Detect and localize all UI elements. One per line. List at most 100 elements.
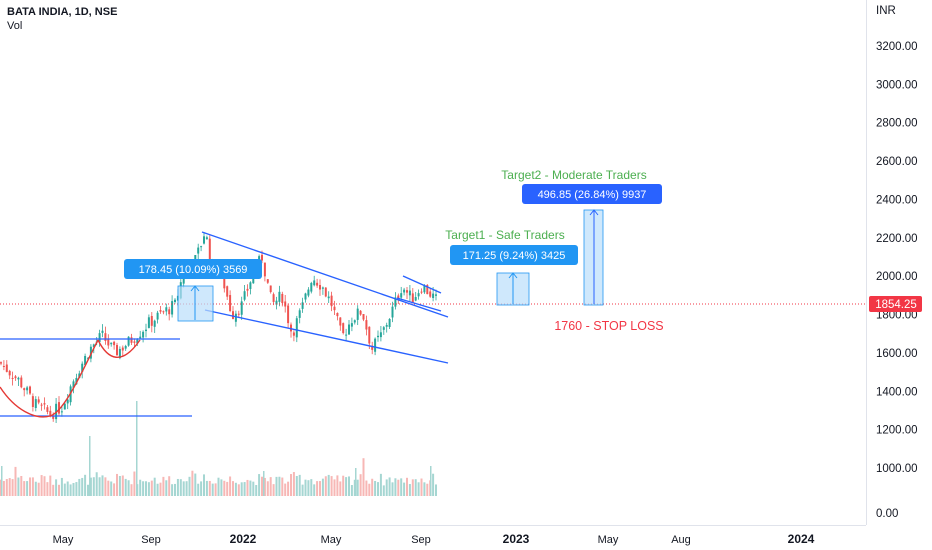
volume-bar [95,472,98,496]
time-axis-label: Aug [671,534,691,546]
candle-body [20,377,23,388]
candle-body [174,299,176,303]
candle-body [388,319,391,327]
candle-body [408,290,411,296]
symbol-title[interactable]: BATA INDIA, 1D, NSE [7,6,118,18]
candle-body [249,282,252,289]
wedge-lower-trendline[interactable] [204,309,449,364]
candle-body [104,333,107,341]
candle-body [34,399,37,408]
price-axis-labels: 3200.00 3000.00 2800.00 2600.00 2400.00 2200.… [876,41,918,520]
volume-bar [290,474,292,496]
candle-body [60,411,63,413]
volume-bar [40,475,43,496]
volume-bar [130,484,133,496]
volume-bar [365,480,368,496]
candle-body [237,313,240,315]
volume-bar [423,482,426,496]
candle-body [165,307,168,312]
candle-body [2,366,5,368]
flag-lower-trendline[interactable] [396,297,442,312]
candle-body [168,309,171,315]
volume-bar [124,478,127,496]
candle-body [423,285,426,293]
volume-bar [188,476,191,496]
time-axis-label: May [321,534,342,546]
volume-bar [179,479,182,496]
volume-bar [168,476,171,496]
candle-body [385,325,388,327]
candle-body [26,387,29,391]
volume-bar [287,481,290,496]
volume-bar [377,482,379,496]
cup-pattern-curve[interactable] [0,339,99,418]
candle-body [116,344,118,356]
candle-body [243,291,246,300]
candle-body [92,344,95,348]
candle-body [353,320,356,323]
volume-bar [191,470,194,496]
measure1-arrowhead [190,285,200,292]
volume-bar [400,478,403,496]
volume-bar [171,484,174,496]
volume-bar [217,477,220,496]
volume-bar [133,471,136,496]
volume-bar [430,466,432,496]
candle-body [147,317,150,328]
volume-bar [194,473,197,496]
volume-bar [435,484,437,496]
volume-bar [49,475,52,496]
volume-bar [324,476,327,496]
candle-body [52,416,55,419]
price-axis-label: 2000.00 [876,271,918,283]
volume-bar [394,478,397,496]
candle-body [205,237,208,240]
volume-bar [72,482,75,496]
volume-bar [295,476,298,496]
volume-bar [359,474,362,496]
candle-body [203,236,205,244]
volume-bar [313,484,316,496]
candle-body [336,312,339,317]
candle-body [365,320,368,330]
volume-bar [432,473,435,496]
candle-body [290,324,292,332]
volume-bar [116,473,118,496]
volume-bar [327,474,330,496]
price-axis-label: 2600.00 [876,156,918,168]
candle-body [127,336,130,346]
volume-bar [118,475,121,496]
candle-body [327,296,330,299]
candle-body [43,403,46,405]
volume-bar [46,482,49,496]
volume-bar [162,476,165,496]
handle-pattern-curve[interactable] [97,339,141,358]
candle-body [307,289,310,296]
candle-body [75,377,78,385]
volume-bar [292,472,295,496]
volume-bar [208,480,211,496]
volume-indicator-label[interactable]: Vol [7,20,23,32]
volume-bar [252,481,255,496]
volume-bar [371,478,374,496]
candle-body [281,293,284,304]
volume-bar [52,484,55,496]
candle-body [295,318,298,338]
candle-body [153,320,156,327]
candle-body [229,295,232,311]
volume-bar [89,436,91,496]
volume-bar [159,482,162,496]
candle-body [429,291,432,297]
flag-upper-trendline[interactable] [402,275,442,294]
candle-body [240,301,243,315]
volume-bar [374,480,377,496]
volume-bar [176,478,179,496]
candle-body [145,329,147,332]
volume-bar [417,482,420,496]
currency-label: INR [876,5,896,17]
candle-body [200,246,203,248]
volume-bar [200,481,203,496]
wedge-upper-trendline[interactable] [201,231,449,318]
volume-bar [23,481,26,496]
